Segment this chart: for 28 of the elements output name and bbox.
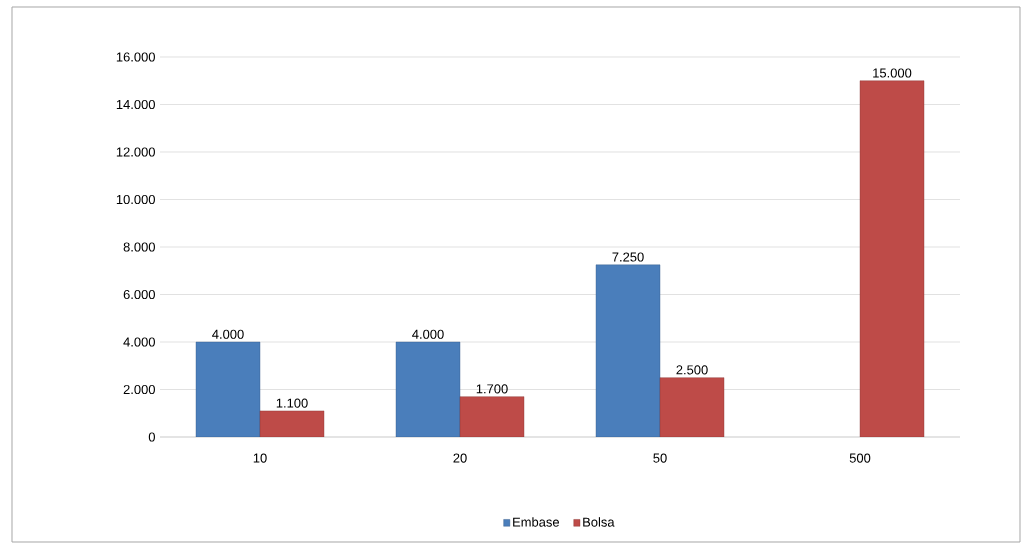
data-label: 4.000 xyxy=(212,329,244,339)
bar xyxy=(195,341,261,437)
data-label: 7.250 xyxy=(612,252,644,262)
y-tick-label: 4.000 xyxy=(123,337,155,347)
x-tick-label: 50 xyxy=(653,453,667,463)
x-tick-label: 10 xyxy=(253,453,267,463)
y-tick-label: 10.000 xyxy=(116,194,155,205)
legend-label: Embase xyxy=(513,517,560,527)
y-tick-label: 12.000 xyxy=(116,147,155,157)
bar xyxy=(659,377,725,437)
y-tick-label: 8.000 xyxy=(123,242,155,252)
y-tick-label: 16.000 xyxy=(116,52,155,62)
y-tick-label: 0 xyxy=(148,432,155,442)
y-tick-label: 2.000 xyxy=(123,384,155,395)
bar xyxy=(595,264,661,437)
data-label: 15.000 xyxy=(873,68,912,78)
y-tick-label: 6.000 xyxy=(123,289,155,300)
bar xyxy=(859,80,925,437)
bar xyxy=(395,341,461,437)
data-label: 4.000 xyxy=(412,329,444,339)
y-tick-label: 14.000 xyxy=(116,99,155,110)
x-tick-label: 20 xyxy=(453,453,467,463)
bar xyxy=(459,396,525,437)
legend-label: Bolsa xyxy=(583,517,615,527)
data-label: 1.100 xyxy=(276,398,308,408)
data-label: 2.500 xyxy=(676,365,708,375)
x-tick-label: 500 xyxy=(849,453,871,463)
data-label: 1.700 xyxy=(476,384,508,394)
